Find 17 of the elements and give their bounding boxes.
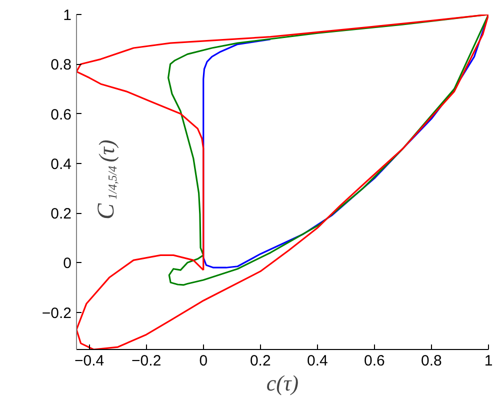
x-tick-label: 0.6 (364, 352, 385, 370)
x-tick-label: 0.8 (421, 352, 442, 370)
x-tick-label: 0.4 (307, 352, 328, 370)
x-tick-label: −0.4 (74, 352, 104, 370)
y-tick-label: 1 (63, 7, 72, 24)
x-tick-label: 1 (484, 352, 493, 370)
y-tick-label: −0.2 (42, 304, 72, 322)
y-tick-label: 0.2 (50, 206, 72, 223)
x-tick-label: −0.2 (132, 352, 162, 370)
x-axis-title: c(τ) (266, 370, 299, 396)
y-tick-label: 0.4 (50, 156, 72, 173)
x-tick-label: 0.2 (250, 352, 271, 370)
y-tick-label: 0 (63, 255, 72, 272)
x-tick-label: 0 (199, 352, 208, 370)
y-axis-title: C1/4,5/4(τ) (94, 140, 120, 220)
y-tick-label: 0.6 (50, 106, 72, 124)
y-tick-label: 0.8 (50, 56, 72, 74)
